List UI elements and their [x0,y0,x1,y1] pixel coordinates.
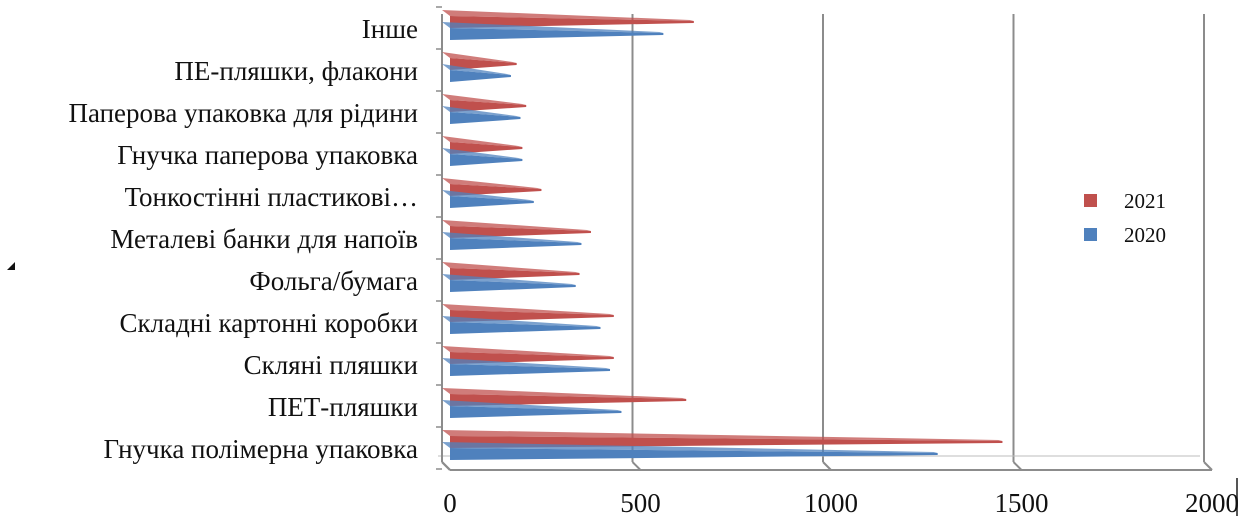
category-labels: Гнучка полімерна упаковка ПЕТ-пляшки Склян… [68,14,418,464]
bar [442,94,527,112]
resize-handle-icon [7,262,15,270]
x-tick-label: 500 [620,488,661,518]
bar [442,442,938,460]
bar [442,304,614,322]
category-label: Металеві банки для напоїв [110,224,418,254]
bar [442,148,523,166]
legend-swatch [1084,194,1097,207]
category-label: Паперова упаковка для рідини [68,98,418,128]
bar [442,400,622,418]
bar [442,10,694,28]
x-tick-label: 1000 [804,488,858,518]
category-label: Гнучка паперова упаковка [117,140,418,170]
bar [442,316,601,334]
legend-item: 2020 [1084,223,1166,247]
bar [442,262,580,280]
bar [442,52,517,70]
legend-label: 2021 [1124,189,1166,213]
x-tick-label: 2000 [1185,488,1239,518]
category-label: Гнучка полімерна упаковка [104,434,419,464]
gridline [1203,14,1213,471]
legend: 2021 2020 [1084,189,1166,247]
category-label: Фольга/бумага [249,266,418,296]
category-label: Інше [362,14,418,44]
bar [442,22,664,40]
bar [442,274,576,292]
bar [442,64,511,82]
bar [442,232,582,250]
bars [442,10,1003,460]
category-label: Скляні пляшки [244,350,418,380]
grid-lines [441,14,1213,471]
bar [442,358,611,376]
category-label: Складні картонні коробки [119,308,418,338]
x-tick-label: 0 [443,488,457,518]
category-label: ПЕТ-пляшки [268,392,418,422]
bar [442,220,591,238]
gridline [1012,14,1023,471]
legend-label: 2020 [1124,223,1166,247]
gridline [631,14,642,471]
bar [442,178,542,196]
category-label: ПЕ-пляшки, флакони [174,56,418,86]
gridline [822,14,832,471]
bar [442,106,521,124]
x-tick-labels: 0 500 1000 1500 2000 [443,488,1239,518]
x-tick-label: 1500 [995,488,1049,518]
legend-swatch [1084,228,1097,241]
bar [442,190,534,208]
bar [442,388,687,406]
legend-item: 2021 [1084,189,1166,213]
bar [442,136,523,154]
category-label: Тонкостінні пластикові… [125,182,418,212]
